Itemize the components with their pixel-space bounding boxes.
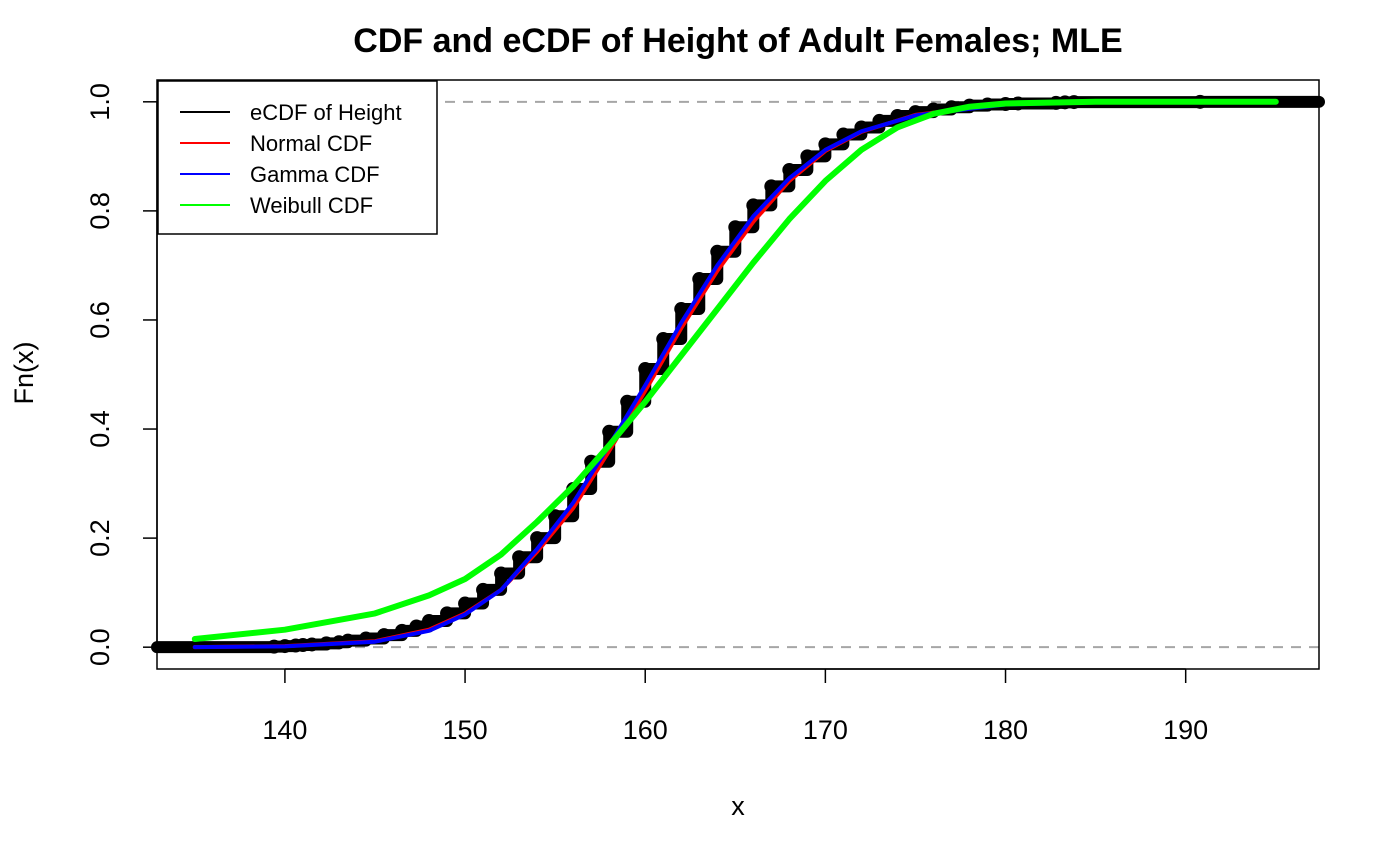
ecdf-point <box>728 220 743 235</box>
ecdf-point <box>710 244 725 259</box>
x-tick-label: 140 <box>262 715 307 745</box>
x-tick-label: 190 <box>1163 715 1208 745</box>
y-tick-label: 0.0 <box>85 628 115 666</box>
ecdf-point <box>440 606 455 621</box>
y-axis: 0.0 0.2 0.4 0.6 0.8 1.0 <box>85 83 158 666</box>
ecdf-point <box>746 198 761 213</box>
chart-title: CDF and eCDF of Height of Adult Females;… <box>353 22 1122 60</box>
y-axis-label: Fn(x) <box>9 342 39 405</box>
series-layer <box>151 94 1325 654</box>
legend: eCDF of Height Normal CDF Gamma CDF Weibull… <box>157 80 438 235</box>
ecdf-point <box>476 582 491 597</box>
x-tick-label: 170 <box>803 715 848 745</box>
legend-label-normal-cdf: Normal CDF <box>250 131 372 156</box>
ecdf-point <box>494 566 509 581</box>
legend-label-gamma-cdf: Gamma CDF <box>250 162 380 187</box>
ecdf-point <box>620 394 635 409</box>
ecdf-point <box>512 550 527 565</box>
y-tick-label: 0.6 <box>85 301 115 339</box>
legend-box <box>157 80 438 235</box>
y-tick-label: 0.8 <box>85 192 115 230</box>
series-weibull-cdf <box>191 98 1279 642</box>
ecdf-point <box>674 302 689 317</box>
y-tick-label: 0.4 <box>85 410 115 448</box>
ecdf-point <box>602 424 617 439</box>
ecdf-point <box>458 596 473 611</box>
legend-label-ecdf-of-height: eCDF of Height <box>250 100 402 125</box>
x-tick-label: 150 <box>443 715 488 745</box>
ecdf-point <box>656 332 671 347</box>
y-tick-label: 1.0 <box>85 83 115 121</box>
legend-label-weibull-cdf: Weibull CDF <box>250 193 373 218</box>
x-axis: 140 150 160 170 180 190 <box>262 668 1208 745</box>
x-tick-label: 160 <box>623 715 668 745</box>
y-tick-label: 0.2 <box>85 519 115 557</box>
reference-lines <box>157 100 1319 649</box>
ecdf-point <box>764 179 779 194</box>
ecdf-point <box>692 272 707 287</box>
ecdf-point <box>638 362 653 377</box>
ecdf-point <box>422 614 437 629</box>
x-tick-label: 180 <box>983 715 1028 745</box>
x-axis-label: x <box>731 791 745 821</box>
